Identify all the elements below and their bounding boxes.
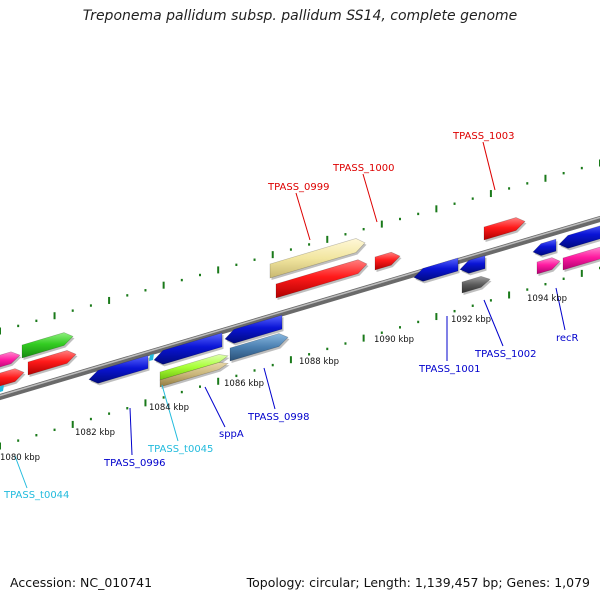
gene-label-tpass-t0044[interactable]: TPASS_t0044 bbox=[3, 490, 69, 501]
tick-label-1084: 1084 kbp bbox=[149, 403, 189, 413]
kbp-tick-labels: 1080 kbp 1082 kbp 1084 kbp 1086 kbp 1088… bbox=[0, 294, 567, 463]
gene-label-tpass-1001[interactable]: TPASS_1001 bbox=[418, 364, 480, 375]
gene-arrow-red-1000[interactable] bbox=[374, 251, 401, 271]
gene-arrow-red-left-b[interactable] bbox=[27, 350, 77, 376]
leader-tpass-t0044 bbox=[14, 455, 28, 489]
gene-label-tpass-0999[interactable]: TPASS_0999 bbox=[267, 182, 329, 193]
tick-label-1090: 1090 kbp bbox=[374, 335, 414, 345]
trna-mark-t0045[interactable] bbox=[149, 354, 154, 361]
leader-tpass-1002 bbox=[483, 299, 504, 347]
genome-backbone bbox=[0, 215, 600, 401]
gene-arrow-blue-0996[interactable] bbox=[88, 355, 149, 384]
trna-mark-t0044[interactable] bbox=[0, 385, 4, 393]
gene-arrow-red-0999[interactable] bbox=[275, 259, 368, 299]
leader-sppa bbox=[204, 386, 226, 428]
gene-arrow-pink-left[interactable] bbox=[0, 351, 21, 370]
gene-label-tpass-1003[interactable]: TPASS_1003 bbox=[452, 131, 514, 142]
upper-gene-labels[interactable]: TPASS_0999 TPASS_1000 TPASS_1003 bbox=[267, 131, 514, 193]
gene-arrow-blue-1002[interactable] bbox=[459, 255, 486, 274]
gene-arrow-tan-t0045[interactable] bbox=[159, 362, 229, 388]
gene-label-tpass-1000[interactable]: TPASS_1000 bbox=[332, 163, 394, 174]
leader-recr bbox=[555, 287, 566, 331]
topology-summary: Topology: circular; Length: 1,139,457 bp… bbox=[246, 575, 590, 590]
gene-arrow-steel-0998[interactable] bbox=[229, 333, 289, 362]
gene-arrow-blue-1001[interactable] bbox=[413, 257, 459, 282]
gene-label-sppa[interactable]: sppA bbox=[219, 429, 244, 440]
gene-arrow-red-left-a[interactable] bbox=[0, 368, 25, 389]
leader-tpass-0999 bbox=[295, 192, 311, 241]
gene-arrow-pink-right-b[interactable] bbox=[562, 246, 600, 271]
gene-arrow-pink-right-a[interactable] bbox=[536, 257, 561, 275]
label-leader-lines bbox=[14, 141, 566, 489]
tick-label-1094: 1094 kbp bbox=[527, 294, 567, 304]
leader-tpass-0998 bbox=[263, 367, 276, 410]
leader-tpass-t0045 bbox=[161, 384, 179, 442]
lower-gene-labels[interactable]: TPASS_t0044 TPASS_0996 TPASS_t0045 sppA … bbox=[3, 333, 579, 501]
gene-arrow-red-1003[interactable] bbox=[483, 217, 526, 241]
accession-text: Accession: NC_010741 bbox=[10, 575, 153, 590]
lower-coordinate-ruler bbox=[0, 266, 600, 450]
tick-label-1082: 1082 kbp bbox=[75, 428, 115, 438]
leader-tpass-1003 bbox=[482, 141, 496, 191]
gene-arrow-blue-0998[interactable] bbox=[224, 314, 283, 344]
gene-arrow-khaki-0999[interactable] bbox=[269, 238, 366, 279]
tick-label-1086: 1086 kbp bbox=[224, 379, 264, 389]
gene-arrow-green-left[interactable] bbox=[21, 332, 74, 359]
leader-tpass-0996 bbox=[129, 407, 133, 456]
tick-label-1088: 1088 kbp bbox=[299, 357, 339, 367]
gene-arrow-gray-1002[interactable] bbox=[461, 276, 491, 294]
gene-arrow-blue-recr-b[interactable] bbox=[558, 223, 600, 249]
tick-label-1080: 1080 kbp bbox=[0, 453, 40, 463]
leader-tpass-1000 bbox=[362, 173, 378, 223]
gene-label-tpass-1002[interactable]: TPASS_1002 bbox=[474, 349, 536, 360]
gene-label-tpass-0998[interactable]: TPASS_0998 bbox=[247, 412, 309, 423]
gene-arrow-blue-recr-a[interactable] bbox=[532, 238, 557, 256]
gene-arrow-lime-t0045[interactable] bbox=[159, 354, 229, 381]
gene-label-tpass-0996[interactable]: TPASS_0996 bbox=[103, 458, 165, 469]
upper-coordinate-ruler bbox=[0, 159, 600, 335]
gene-label-tpass-t0045[interactable]: TPASS_t0045 bbox=[147, 444, 213, 455]
gene-arrow-blue-sppa[interactable] bbox=[153, 332, 223, 365]
gene-label-recr[interactable]: recR bbox=[556, 333, 579, 344]
tick-label-1092: 1092 kbp bbox=[451, 315, 491, 325]
gene-features[interactable] bbox=[0, 217, 600, 393]
map-title: Treponema pallidum subsp. pallidum SS14,… bbox=[82, 8, 518, 24]
